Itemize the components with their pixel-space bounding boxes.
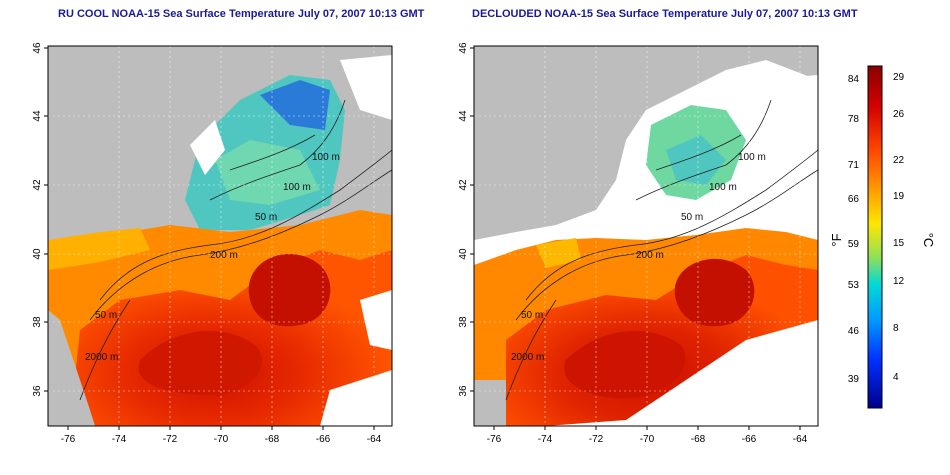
celsius-tick: 29 <box>893 72 905 83</box>
left-panel-title: RU COOL NOAA-15 Sea Surface Temperature … <box>58 8 425 20</box>
warm-eddy <box>564 330 686 399</box>
celsius-tick: 8 <box>893 323 899 334</box>
contour-label: 100 m <box>709 182 737 193</box>
isobath-contour <box>515 169 818 321</box>
y-tick-label: 46 <box>458 42 469 54</box>
isobath-contour <box>79 299 131 401</box>
x-tick-label: -74 <box>538 434 553 445</box>
warm-eddy <box>674 258 755 327</box>
x-tick-label: -66 <box>742 434 757 445</box>
cloud-patch <box>756 75 818 120</box>
coastline-land <box>474 46 818 240</box>
x-tick-label: -68 <box>691 434 706 445</box>
warm-water-region <box>48 228 150 270</box>
contour-label: 100 m <box>738 152 766 163</box>
right-panel-title: DECLOUDED NOAA-15 Sea Surface Temperatur… <box>472 8 858 20</box>
right-map: 100 m 100 m 50 m 200 m 50 m 2000 m 36 38… <box>458 42 819 445</box>
y-axis: 36 38 40 42 44 46 <box>458 42 474 397</box>
x-tick-label: -70 <box>640 434 655 445</box>
fahrenheit-tick: 66 <box>848 194 860 205</box>
contour-label: 2000 m <box>85 352 118 363</box>
fahrenheit-unit-label: °F <box>829 233 844 246</box>
y-tick-label: 46 <box>32 42 43 54</box>
y-tick-label: 40 <box>32 248 43 260</box>
y-tick-label: 44 <box>32 110 43 122</box>
map-frame <box>47 45 393 427</box>
contour-label: 50 m <box>255 212 277 223</box>
y-tick-label: 38 <box>32 316 43 328</box>
celsius-tick: 26 <box>893 109 905 120</box>
cold-water-region <box>215 140 320 205</box>
warm-eddy <box>248 253 331 327</box>
left-map: 100 m 100 m 50 m 200 m 50 m 2000 m 36 38… <box>32 42 393 445</box>
warm-eddy <box>138 330 263 395</box>
x-tick-label: -64 <box>793 434 808 445</box>
isobath-contour <box>99 149 392 301</box>
fahrenheit-tick: 39 <box>848 374 860 385</box>
isobath-contour <box>89 169 392 321</box>
contour-label: 2000 m <box>511 352 544 363</box>
x-axis: -76 -74 -72 -70 -68 -66 -64 <box>61 426 382 445</box>
contour-label: 200 m <box>636 250 664 261</box>
fahrenheit-tick: 71 <box>848 160 860 171</box>
x-tick-label: -76 <box>487 434 502 445</box>
fahrenheit-tick: 78 <box>848 114 860 125</box>
isobath-contour <box>505 299 557 401</box>
fahrenheit-tick: 84 <box>848 74 860 85</box>
map-frame <box>473 45 819 427</box>
cloud-patch <box>340 55 392 120</box>
celsius-unit-label: °C <box>921 233 936 248</box>
contour-label: 100 m <box>283 182 311 193</box>
y-tick-label: 42 <box>32 179 43 191</box>
isobath-contour <box>635 99 772 201</box>
celsius-tick: 4 <box>893 372 899 383</box>
contour-label: 50 m <box>681 212 703 223</box>
celsius-tick: 19 <box>893 191 905 202</box>
fahrenheit-tick: 46 <box>848 326 860 337</box>
coastline-land <box>48 46 220 240</box>
x-tick-label: -66 <box>316 434 331 445</box>
y-tick-label: 36 <box>32 385 43 397</box>
y-tick-label: 38 <box>458 316 469 328</box>
y-axis: 36 38 40 42 44 46 <box>32 42 48 397</box>
y-tick-label: 44 <box>458 110 469 122</box>
contour-label: 50 m <box>521 310 543 321</box>
celsius-tick: 15 <box>893 238 905 249</box>
warm-water-region <box>536 238 581 268</box>
y-tick-label: 42 <box>458 179 469 191</box>
celsius-tick: 12 <box>893 276 905 287</box>
coastline-land <box>48 310 95 426</box>
y-tick-label: 40 <box>458 248 469 260</box>
isobath-contour <box>229 134 316 171</box>
isobath-contour <box>525 149 818 301</box>
x-axis: -76 -74 -72 -70 -68 -66 -64 <box>487 426 808 445</box>
x-tick-label: -64 <box>367 434 382 445</box>
x-tick-label: -76 <box>61 434 76 445</box>
cloud-patch <box>190 120 225 175</box>
cold-water-region <box>666 135 726 185</box>
fahrenheit-tick: 59 <box>848 239 860 250</box>
y-tick-label: 36 <box>458 385 469 397</box>
fahrenheit-tick: 53 <box>848 280 860 291</box>
colorbar: 84 78 71 66 59 53 46 39 29 26 22 19 15 1… <box>829 65 936 409</box>
cold-water-region <box>260 80 330 130</box>
x-tick-label: -70 <box>214 434 229 445</box>
colorbar-gradient <box>867 65 883 409</box>
x-tick-label: -72 <box>163 434 178 445</box>
x-tick-label: -68 <box>265 434 280 445</box>
isobath-contour <box>655 134 742 171</box>
x-tick-label: -74 <box>112 434 127 445</box>
contour-label: 50 m <box>95 310 117 321</box>
x-tick-label: -72 <box>589 434 604 445</box>
celsius-tick: 22 <box>893 155 905 166</box>
cloud-patch <box>360 290 392 350</box>
isobath-contour <box>209 99 346 201</box>
contour-label: 100 m <box>312 152 340 163</box>
contour-label: 200 m <box>210 250 238 261</box>
